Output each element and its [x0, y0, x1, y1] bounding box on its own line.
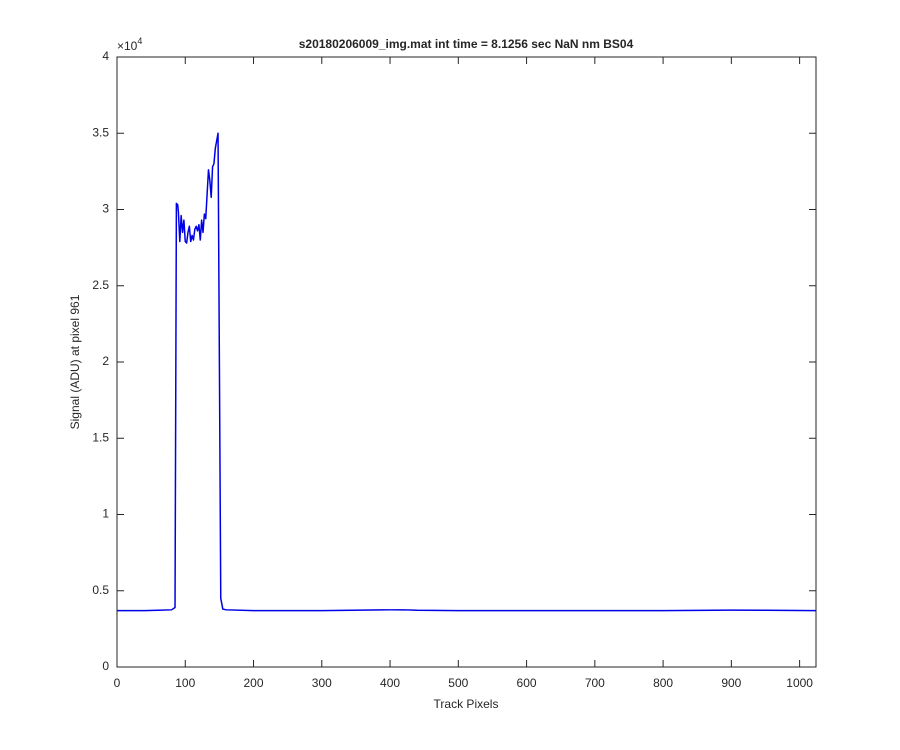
- x-tick-label: 400: [380, 676, 400, 690]
- chart-title: s20180206009_img.mat int time = 8.1256 s…: [299, 37, 634, 51]
- x-tick-label: 100: [175, 676, 195, 690]
- x-tick-label: 300: [312, 676, 332, 690]
- y-tick-label: 1: [102, 507, 109, 521]
- x-tick-label: 200: [244, 676, 264, 690]
- y-multiplier: ×104: [117, 36, 142, 53]
- y-tick-label: 1.5: [92, 430, 109, 444]
- y-multiplier-base: ×10: [117, 39, 138, 53]
- x-tick-label: 700: [585, 676, 605, 690]
- y-axis-label: Signal (ADU) at pixel 961: [68, 294, 82, 429]
- x-tick-label: 0: [114, 676, 121, 690]
- x-tick-label: 500: [448, 676, 468, 690]
- y-tick-label: 2.5: [92, 278, 109, 292]
- y-tick-label: 0: [102, 659, 109, 673]
- x-tick-label: 1000: [786, 676, 813, 690]
- x-tick-label: 600: [517, 676, 537, 690]
- y-tick-label: 2: [102, 354, 109, 368]
- y-tick-label: 0.5: [92, 583, 109, 597]
- y-tick-label: 3.5: [92, 125, 109, 139]
- x-tick-label: 900: [721, 676, 741, 690]
- x-axis-label: Track Pixels: [434, 697, 499, 711]
- x-tick-label: 800: [653, 676, 673, 690]
- data-line: [117, 132, 817, 612]
- y-tick-label: 4: [102, 49, 109, 63]
- y-tick-label: 3: [102, 202, 109, 216]
- y-multiplier-exponent: 4: [137, 36, 142, 46]
